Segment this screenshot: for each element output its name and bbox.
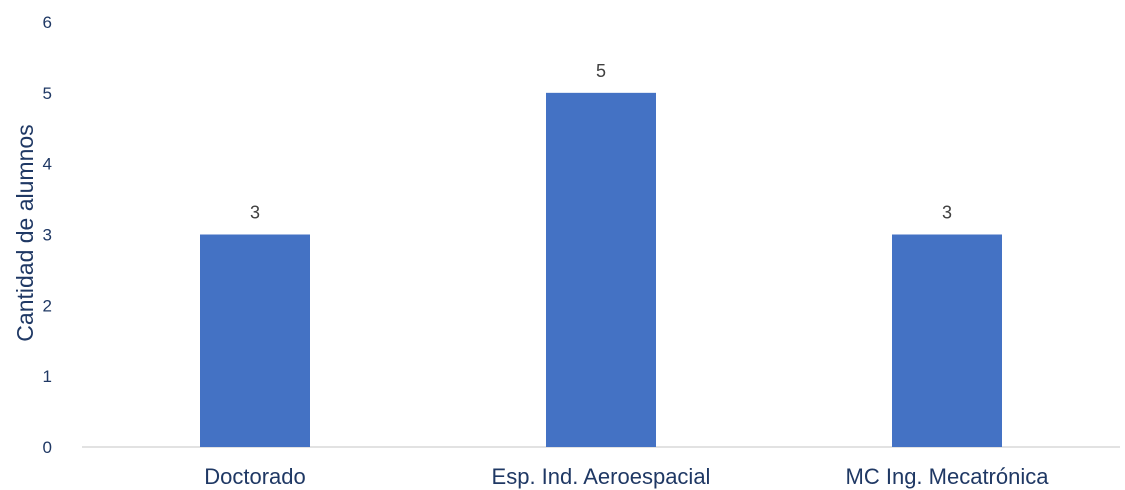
data-label: 3 (942, 203, 952, 223)
y-tick-label: 1 (43, 367, 52, 386)
category-label: MC Ing. Mecatrónica (846, 464, 1050, 489)
y-tick-label: 3 (43, 226, 52, 245)
y-tick-label: 4 (43, 155, 52, 174)
x-axis-categories: Doctorado Esp. Ind. Aeroespacial MC Ing. M… (204, 464, 1049, 489)
y-axis-label: Cantidad de alumnos (12, 124, 38, 341)
data-label: 5 (596, 61, 606, 81)
category-label: Doctorado (204, 464, 306, 489)
category-label: Esp. Ind. Aeroespacial (492, 464, 711, 489)
y-tick-label: 6 (43, 13, 52, 32)
bar (892, 234, 1002, 447)
y-tick-label: 5 (43, 84, 52, 103)
y-tick-label: 2 (43, 296, 52, 315)
data-label: 3 (250, 203, 260, 223)
bar (546, 92, 656, 447)
bar (200, 234, 310, 447)
y-tick-label: 0 (43, 438, 52, 457)
y-axis-ticks: 0 1 2 3 4 5 6 (43, 13, 52, 457)
bars (200, 92, 1002, 447)
data-labels: 3 5 3 (250, 61, 952, 223)
